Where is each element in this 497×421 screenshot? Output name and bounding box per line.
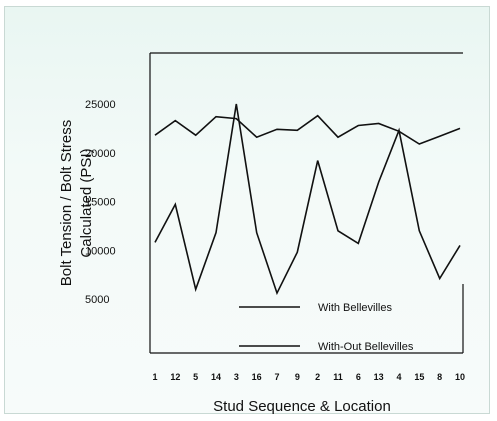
x-tick-label: 7 — [274, 372, 279, 382]
series-line-with-bellevilles — [154, 114, 461, 145]
series-line-without-bellevilles — [154, 103, 461, 296]
x-tick-label: 3 — [234, 372, 239, 382]
x-tick-label: 4 — [396, 372, 401, 382]
x-tick-label: 1 — [152, 372, 157, 382]
y-tick-label: 25000 — [85, 99, 116, 111]
x-tick-label: 15 — [414, 372, 424, 382]
chart-panel: 25000 20000 15000 10000 5000 1 12 5 14 3 16 7 9 2 11 6 1… — [4, 6, 490, 415]
x-tick-label: 9 — [295, 372, 300, 382]
x-axis-title: Stud Sequence & Location — [213, 398, 391, 415]
x-tick-label: 14 — [211, 372, 221, 382]
legend: With Bellevilles With-Out Bellevilles — [239, 302, 414, 353]
y-tick-label: 20000 — [85, 148, 116, 160]
y-axis-title-line-2: Calculated (PSI) — [78, 148, 95, 257]
x-tick-label: 16 — [252, 372, 262, 382]
x-tick-label: 13 — [374, 372, 384, 382]
y-axis-title-line-1: Bolt Tension / Bolt Stress — [58, 120, 75, 286]
y-tick-label: 5000 — [85, 294, 109, 306]
plot-frame — [149, 52, 464, 354]
x-tick-label: 8 — [437, 372, 442, 382]
tick-layer: 25000 20000 15000 10000 5000 1 12 5 14 3 16 7 9 2 11 6 1… — [85, 99, 465, 382]
x-tick-label: 5 — [193, 372, 198, 382]
x-tick-label: 11 — [333, 372, 343, 382]
series-layer — [154, 103, 461, 296]
x-tick-label: 6 — [356, 372, 361, 382]
x-tick-label: 2 — [315, 372, 320, 382]
chart-svg: 25000 20000 15000 10000 5000 1 12 5 14 3 16 7 9 2 11 6 1… — [58, 52, 465, 415]
legend-label-with-bellevilles: With Bellevilles — [318, 302, 392, 314]
y-tick-label: 10000 — [85, 245, 116, 257]
legend-label-without-bellevilles: With-Out Bellevilles — [318, 341, 414, 353]
x-tick-label: 10 — [455, 372, 465, 382]
y-axis-title: Bolt Tension / Bolt Stress Calculated (P… — [58, 120, 95, 286]
x-tick-label: 12 — [170, 372, 180, 382]
y-tick-label: 15000 — [85, 197, 116, 209]
